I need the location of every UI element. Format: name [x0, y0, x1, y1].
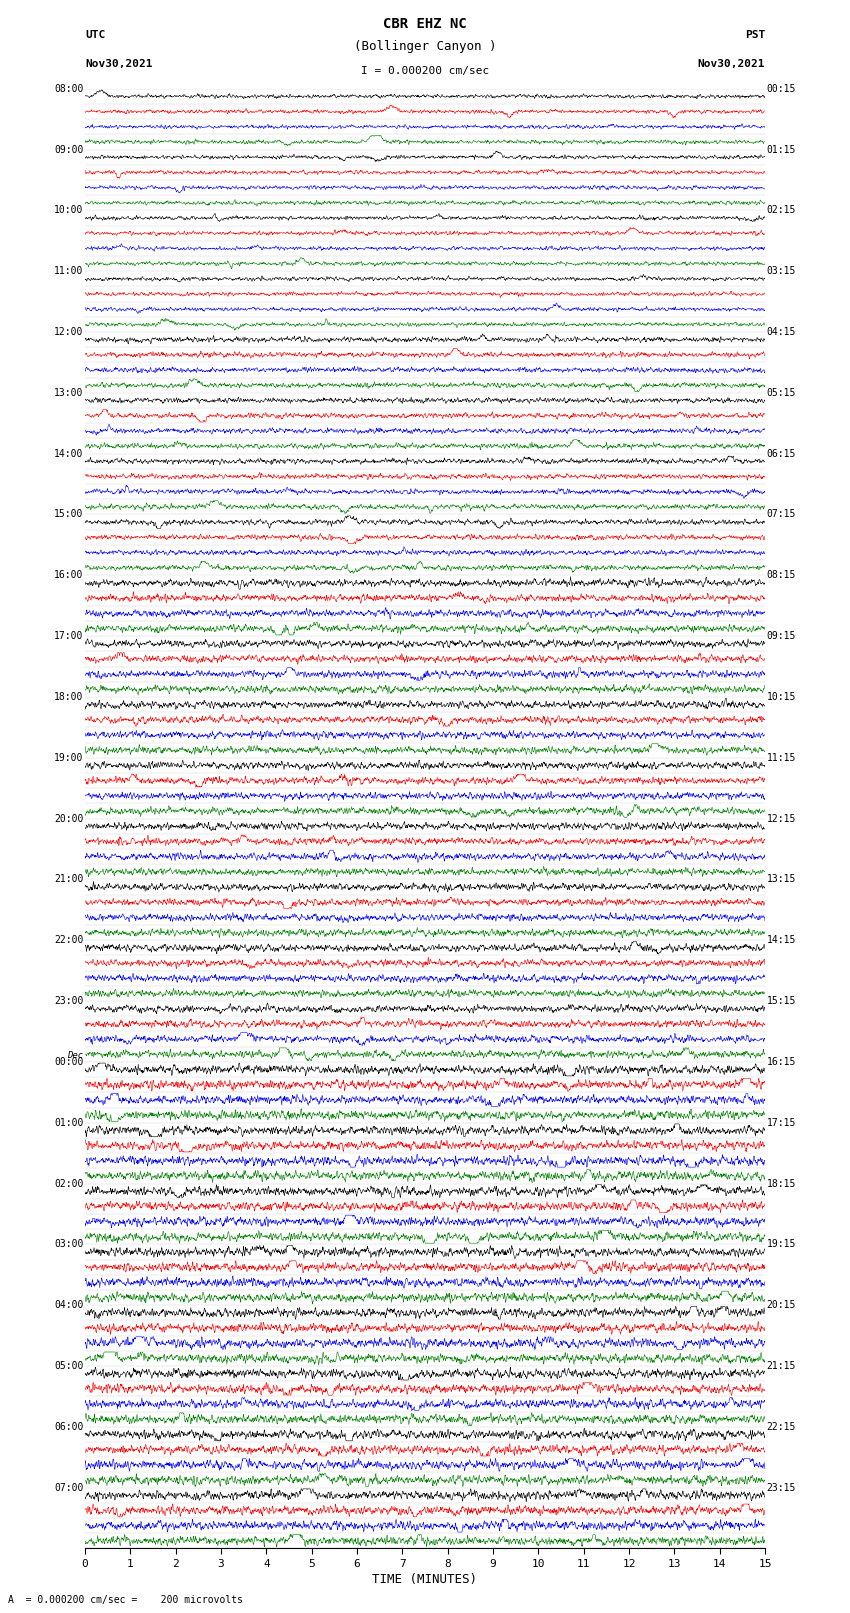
- Text: 04:00: 04:00: [54, 1300, 83, 1310]
- Text: 07:15: 07:15: [767, 510, 796, 519]
- Text: 00:00: 00:00: [54, 1057, 83, 1066]
- Text: 07:00: 07:00: [54, 1482, 83, 1492]
- Text: 14:15: 14:15: [767, 936, 796, 945]
- Text: 01:00: 01:00: [54, 1118, 83, 1127]
- Text: 18:15: 18:15: [767, 1179, 796, 1189]
- Text: 15:15: 15:15: [767, 997, 796, 1007]
- Text: 14:00: 14:00: [54, 448, 83, 458]
- Text: 22:00: 22:00: [54, 936, 83, 945]
- Text: 23:15: 23:15: [767, 1482, 796, 1492]
- Text: 03:00: 03:00: [54, 1239, 83, 1250]
- Text: 21:15: 21:15: [767, 1361, 796, 1371]
- Text: 08:00: 08:00: [54, 84, 83, 94]
- Text: 13:15: 13:15: [767, 874, 796, 884]
- Text: 12:15: 12:15: [767, 813, 796, 824]
- Text: 05:15: 05:15: [767, 387, 796, 398]
- Text: 20:15: 20:15: [767, 1300, 796, 1310]
- Text: 19:00: 19:00: [54, 753, 83, 763]
- Text: 16:15: 16:15: [767, 1057, 796, 1066]
- Text: Nov30,2021: Nov30,2021: [85, 60, 152, 69]
- Text: 02:15: 02:15: [767, 205, 796, 216]
- Text: 00:15: 00:15: [767, 84, 796, 94]
- Text: 22:15: 22:15: [767, 1421, 796, 1432]
- Text: 11:00: 11:00: [54, 266, 83, 276]
- Text: 18:00: 18:00: [54, 692, 83, 702]
- Text: UTC: UTC: [85, 31, 105, 40]
- Text: 16:00: 16:00: [54, 571, 83, 581]
- Text: 03:15: 03:15: [767, 266, 796, 276]
- Text: 11:15: 11:15: [767, 753, 796, 763]
- Text: 12:00: 12:00: [54, 327, 83, 337]
- Text: 17:15: 17:15: [767, 1118, 796, 1127]
- Text: 01:15: 01:15: [767, 145, 796, 155]
- Text: 17:00: 17:00: [54, 631, 83, 640]
- Text: CBR EHZ NC: CBR EHZ NC: [383, 16, 467, 31]
- Text: 23:00: 23:00: [54, 997, 83, 1007]
- Text: 05:00: 05:00: [54, 1361, 83, 1371]
- Text: PST: PST: [745, 31, 765, 40]
- Text: 04:15: 04:15: [767, 327, 796, 337]
- Text: 02:00: 02:00: [54, 1179, 83, 1189]
- Text: 21:00: 21:00: [54, 874, 83, 884]
- Text: 10:00: 10:00: [54, 205, 83, 216]
- Text: 08:15: 08:15: [767, 571, 796, 581]
- Text: I = 0.000200 cm/sec: I = 0.000200 cm/sec: [361, 66, 489, 76]
- Text: 06:15: 06:15: [767, 448, 796, 458]
- Text: A  = 0.000200 cm/sec =    200 microvolts: A = 0.000200 cm/sec = 200 microvolts: [8, 1595, 243, 1605]
- Text: 19:15: 19:15: [767, 1239, 796, 1250]
- Text: (Bollinger Canyon ): (Bollinger Canyon ): [354, 40, 496, 53]
- X-axis label: TIME (MINUTES): TIME (MINUTES): [372, 1573, 478, 1586]
- Text: 09:00: 09:00: [54, 145, 83, 155]
- Text: Nov30,2021: Nov30,2021: [698, 60, 765, 69]
- Text: 10:15: 10:15: [767, 692, 796, 702]
- Text: 09:15: 09:15: [767, 631, 796, 640]
- Text: 13:00: 13:00: [54, 387, 83, 398]
- Text: Dec: Dec: [67, 1050, 83, 1060]
- Text: 20:00: 20:00: [54, 813, 83, 824]
- Text: 06:00: 06:00: [54, 1421, 83, 1432]
- Text: 15:00: 15:00: [54, 510, 83, 519]
